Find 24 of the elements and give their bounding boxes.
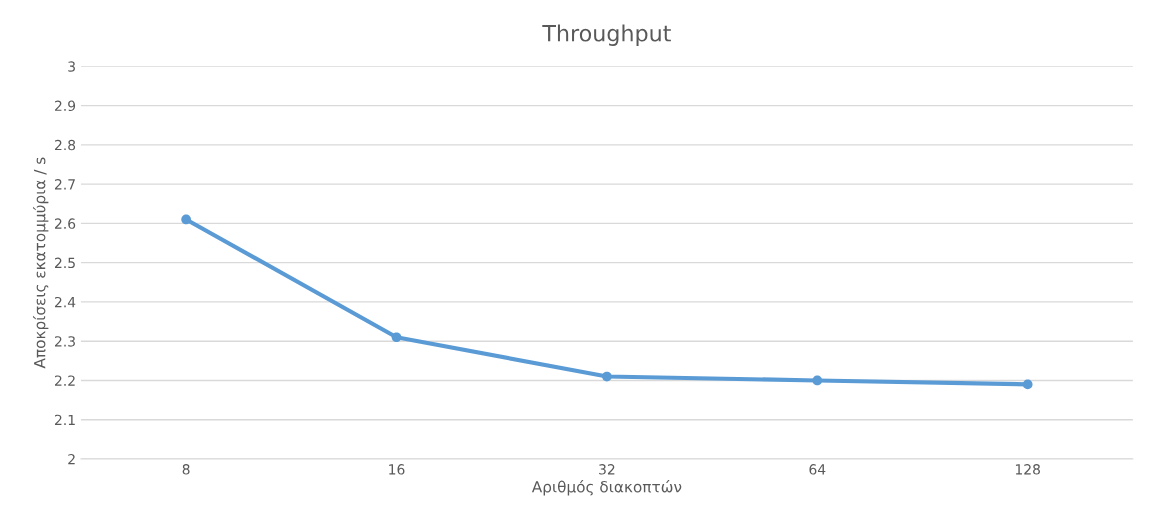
y-tick-label: 2.4: [54, 296, 76, 308]
y-tick-label: 2: [68, 453, 75, 465]
chart-title: Throughput: [542, 24, 671, 46]
x-tick-label: 8: [182, 464, 190, 475]
y-tick-label: 2.7: [54, 179, 75, 190]
y-tick-label: 3: [68, 61, 75, 72]
point: [812, 375, 823, 386]
x-tick-label: 32: [599, 464, 615, 475]
y-tick-label: 2.3: [54, 336, 75, 347]
y-axis-title: Αποκρίσεις εκατομμύρια / s: [32, 157, 49, 369]
y-tick-label: 2.2: [54, 375, 75, 386]
y-tick-label: 2.8: [54, 139, 76, 151]
x-tick-label: 64: [809, 464, 826, 475]
y-tick-label: 2.5: [54, 257, 75, 269]
y-tick-label: 2.6: [54, 218, 76, 229]
point: [391, 332, 402, 343]
point: [181, 214, 191, 225]
x-tick-label: 128: [1015, 464, 1040, 475]
y-tick-label: 2.9: [54, 100, 76, 112]
x-axis-title: Αριθμός διακοπτών: [531, 480, 682, 496]
x-tick-label: 16: [389, 464, 405, 475]
point: [602, 371, 612, 382]
y-tick-label: 2.1: [54, 414, 75, 426]
point: [1022, 379, 1033, 390]
